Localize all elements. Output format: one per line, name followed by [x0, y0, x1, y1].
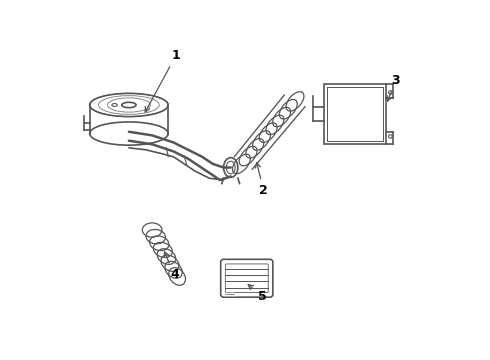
Text: 2: 2 — [255, 163, 268, 197]
Text: 5: 5 — [248, 284, 266, 303]
Text: 3: 3 — [387, 73, 400, 101]
Text: 1: 1 — [145, 49, 180, 112]
Text: 4: 4 — [164, 252, 179, 281]
